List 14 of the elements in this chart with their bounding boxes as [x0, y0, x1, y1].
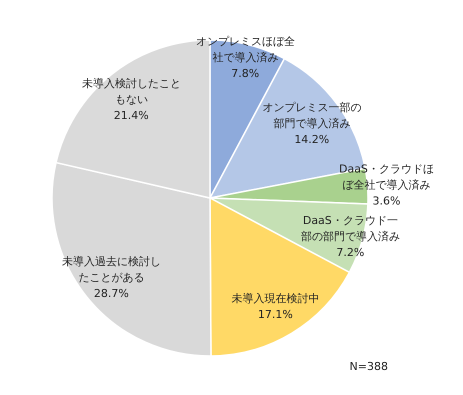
data-label: 7.8%: [231, 66, 260, 80]
slice-label: オンプレミス一部の部門で導入済み: [262, 101, 362, 130]
slice-label: 未導入検討したこともない: [82, 77, 181, 106]
slice-label: DaaS・クラウド一部の部門で導入済み: [300, 214, 400, 243]
text: N=388: [350, 360, 388, 373]
data-label: 17.1%: [258, 308, 293, 322]
data-label: 28.7%: [94, 287, 129, 300]
slice-label: 未導入過去に検討したことがある: [62, 255, 161, 284]
data-label: 14.2%: [294, 133, 330, 146]
data-label: 21.4%: [114, 109, 149, 122]
slice-label: DaaS・クラウドほぼ全社で導入済み: [338, 162, 434, 192]
slice-label: 未導入現在検討中: [231, 292, 320, 306]
data-label: 7.2%: [336, 246, 364, 259]
data-label: 3.6%: [372, 194, 400, 208]
